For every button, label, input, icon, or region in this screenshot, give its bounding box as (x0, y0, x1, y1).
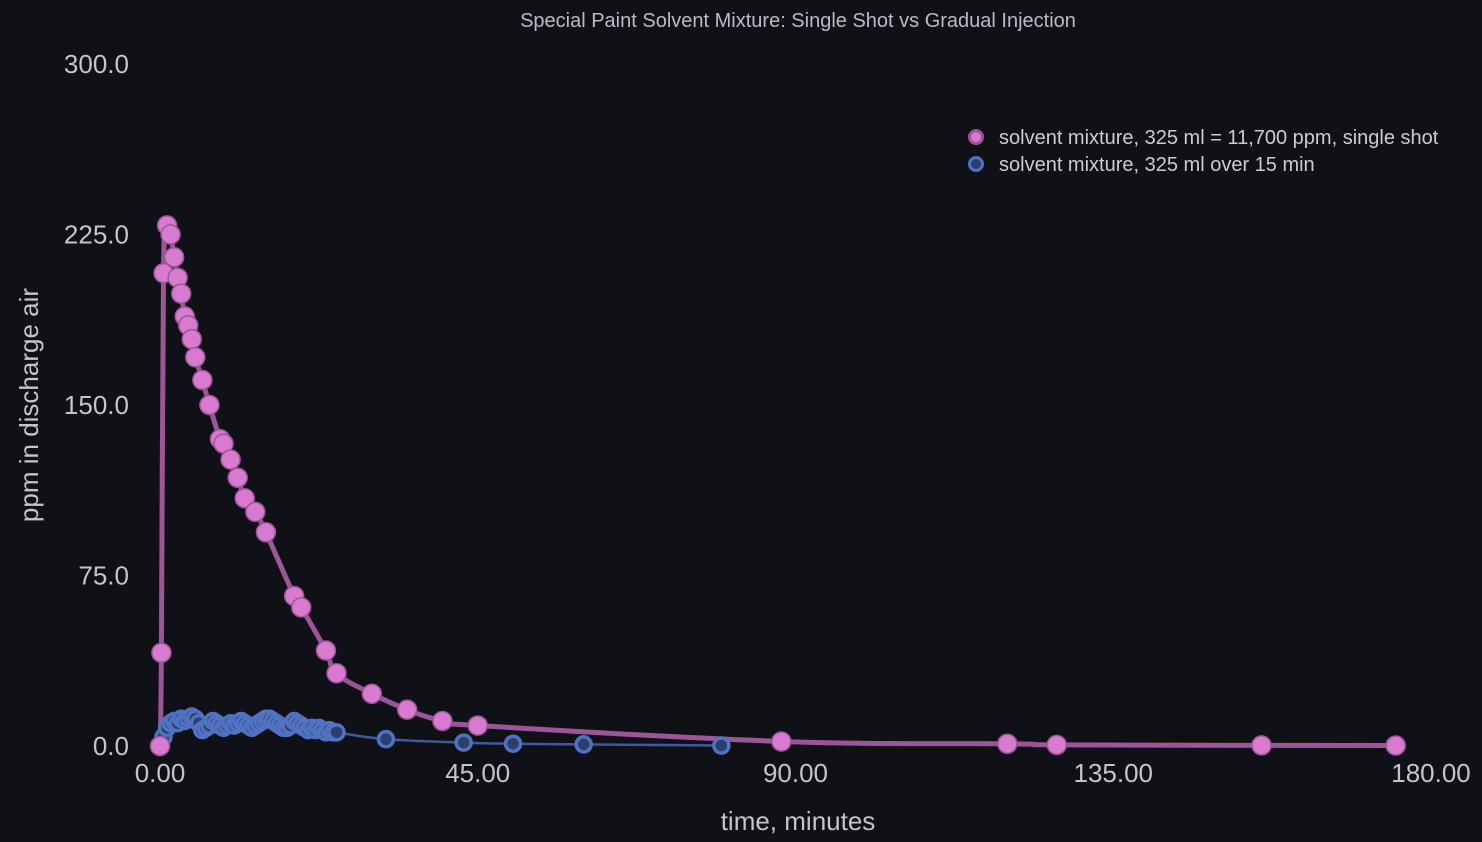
y-tick-label: 0.0 (93, 731, 129, 761)
data-point-series-0[interactable] (255, 522, 277, 543)
y-tick-label: 225.0 (64, 220, 129, 250)
legend-entry-gradual[interactable]: solvent mixture, 325 ml over 15 min (968, 154, 1315, 176)
data-point-series-0[interactable] (160, 224, 181, 245)
data-point-series-0[interactable] (245, 501, 266, 523)
data-point-series-0[interactable] (220, 449, 241, 470)
x-tick-label: 90.00 (763, 758, 828, 788)
data-point-series-0[interactable] (1251, 735, 1272, 756)
data-point-series-1[interactable] (574, 735, 593, 754)
x-axis-label: time, minutes (721, 806, 876, 836)
chart-title: Special Paint Solvent Mixture: Single Sh… (520, 10, 1076, 32)
legend: solvent mixture, 325 ml = 11,700 ppm, si… (968, 127, 1439, 176)
data-point-series-0[interactable] (1385, 735, 1406, 756)
series-points (149, 215, 1406, 757)
series-lines (157, 217, 1396, 749)
data-point-series-0[interactable] (170, 283, 192, 304)
data-point-series-1[interactable] (712, 736, 731, 755)
data-point-series-0[interactable] (199, 394, 220, 416)
data-point-series-0[interactable] (181, 328, 203, 350)
y-tick-label: 150.0 (64, 390, 129, 420)
legend-entry-single-shot[interactable]: solvent mixture, 325 ml = 11,700 ppm, si… (968, 127, 1439, 149)
data-point-series-0[interactable] (227, 467, 248, 488)
data-point-series-1[interactable] (376, 729, 396, 749)
data-point-series-0[interactable] (361, 683, 383, 704)
y-tick-label: 75.0 (78, 561, 129, 591)
data-point-series-0[interactable] (396, 699, 418, 720)
data-point-series-0[interactable] (163, 246, 185, 268)
data-point-series-1[interactable] (503, 734, 523, 753)
series-line-0 (157, 217, 1396, 749)
data-point-series-0[interactable] (149, 735, 171, 757)
legend-marker-single-shot (968, 129, 984, 145)
x-tick-labels: 0.00 45.00 90.00 135.00 180.00 (135, 758, 1471, 788)
data-point-series-0[interactable] (432, 710, 453, 732)
data-point-series-0[interactable] (326, 663, 347, 684)
x-tick-label: 45.00 (445, 758, 510, 788)
data-point-series-0[interactable] (290, 597, 312, 618)
legend-label-single-shot: solvent mixture, 325 ml = 11,700 ppm, si… (999, 127, 1439, 149)
data-point-series-1[interactable] (327, 723, 346, 742)
y-tick-labels: 0.0 75.0 150.0 225.0 300.0 (64, 49, 129, 761)
data-point-series-0[interactable] (192, 369, 213, 391)
x-tick-label: 180.00 (1391, 758, 1471, 788)
data-point-series-0[interactable] (997, 733, 1018, 754)
data-point-series-0[interactable] (234, 487, 255, 509)
legend-label-gradual: solvent mixture, 325 ml over 15 min (999, 154, 1315, 176)
y-tick-label: 300.0 (64, 49, 129, 79)
x-tick-label: 135.00 (1073, 758, 1153, 788)
legend-marker-gradual (968, 156, 984, 172)
data-point-series-0[interactable] (1046, 734, 1068, 756)
data-point-series-0[interactable] (185, 347, 206, 368)
data-point-series-1[interactable] (454, 733, 473, 752)
data-point-series-0[interactable] (467, 715, 488, 736)
x-tick-label: 0.00 (135, 758, 186, 788)
data-point-series-0[interactable] (151, 642, 172, 664)
y-axis-label: ppm in discharge air (14, 288, 44, 522)
data-point-series-0[interactable] (771, 731, 792, 752)
data-point-series-0[interactable] (315, 640, 337, 661)
